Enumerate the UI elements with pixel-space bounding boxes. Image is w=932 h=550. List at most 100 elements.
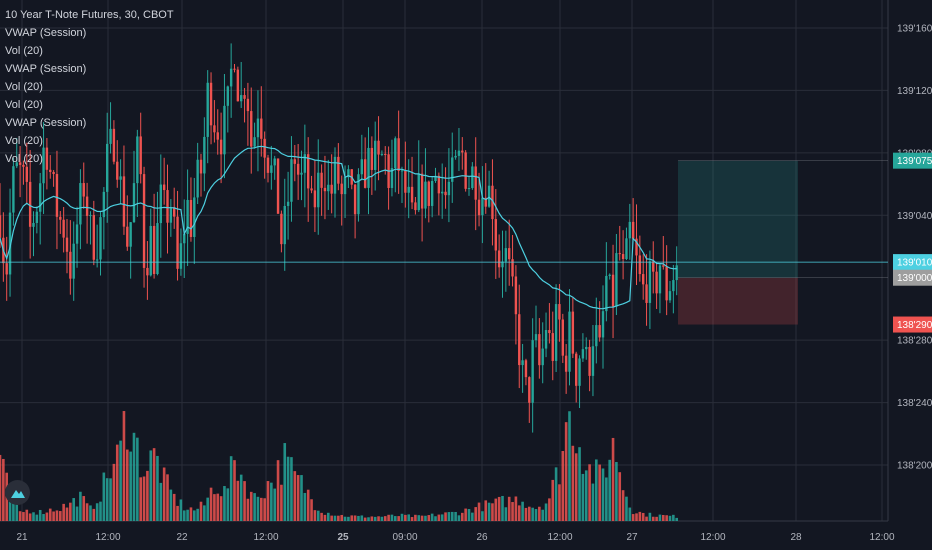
indicator-label[interactable]: Vol (20) xyxy=(5,81,43,93)
candle-body xyxy=(554,304,558,361)
volume-bar xyxy=(330,515,333,521)
candle-body xyxy=(169,207,173,223)
volume-bar xyxy=(447,512,451,521)
candle-body xyxy=(531,340,534,403)
indicator-label[interactable]: Vol (20) xyxy=(5,135,43,147)
candle-body xyxy=(226,86,229,106)
candle-body xyxy=(132,183,136,223)
candle-body xyxy=(501,261,504,268)
indicator-label[interactable]: Vol (20) xyxy=(5,45,43,57)
candle-body xyxy=(662,265,665,267)
indicator-label[interactable]: Vol (20) xyxy=(5,99,43,111)
volume-bar xyxy=(126,449,129,521)
volume-bar xyxy=(45,512,49,521)
volume-bar xyxy=(675,517,678,521)
volume-bar xyxy=(2,458,5,521)
candle-body xyxy=(407,186,410,193)
volume-bar xyxy=(149,450,153,521)
candle-body xyxy=(273,158,276,166)
candle-body xyxy=(497,250,501,268)
candle-body xyxy=(82,183,85,197)
candle-body xyxy=(420,173,424,209)
volume-bar xyxy=(454,511,457,521)
indicator-label[interactable]: VWAP (Session) xyxy=(5,63,87,75)
volume-bar xyxy=(444,512,447,521)
volume-bar xyxy=(263,498,266,521)
candle-body xyxy=(129,222,132,247)
volume-bar xyxy=(102,472,106,521)
candle-body xyxy=(35,211,39,223)
profit-zone xyxy=(678,160,798,278)
time-tick-label: 26 xyxy=(476,532,488,543)
candle-body xyxy=(511,259,514,277)
price-tick-label: 139'120 xyxy=(897,86,932,97)
candle-body xyxy=(59,216,62,220)
volume-bar xyxy=(112,463,116,521)
volume-bar xyxy=(216,493,220,521)
candle-body xyxy=(337,156,340,184)
volume-bar xyxy=(62,503,65,521)
candle-body xyxy=(672,280,675,292)
candle-body xyxy=(648,261,652,303)
volume-bar xyxy=(266,481,270,521)
volume-bar xyxy=(477,502,481,521)
tradingview-logo-icon[interactable] xyxy=(5,480,30,505)
candle-body xyxy=(313,190,317,208)
volume-bar xyxy=(424,515,427,521)
volume-bar xyxy=(427,515,431,521)
candle-body xyxy=(5,263,8,275)
candle-body xyxy=(611,274,615,307)
volume-bar xyxy=(628,507,632,521)
volume-bar xyxy=(638,511,642,521)
time-tick-label: 21 xyxy=(16,532,28,543)
indicator-label[interactable]: VWAP (Session) xyxy=(5,117,87,129)
candle-body xyxy=(541,348,544,366)
volume-bar xyxy=(327,512,330,521)
candle-body xyxy=(139,136,142,175)
volume-bar xyxy=(290,457,293,521)
volume-bar xyxy=(343,516,347,521)
time-axis[interactable]: 21 12:00 22 12:00 25 09:00 26 12:00 27 12:00 28 12:… xyxy=(16,532,895,543)
candle-body xyxy=(99,217,102,260)
volume-bar xyxy=(595,459,598,521)
volume-bar xyxy=(450,511,454,521)
candle-body xyxy=(260,118,263,139)
candle-body xyxy=(461,150,464,153)
candle-body xyxy=(149,225,152,276)
candle-body xyxy=(430,181,434,206)
candle-body xyxy=(293,159,296,164)
volume-bar xyxy=(457,515,461,521)
volume-bar xyxy=(491,503,494,521)
candle-body xyxy=(508,248,511,260)
volume-bar xyxy=(303,492,307,521)
volume-bar xyxy=(18,511,22,521)
volume-bar xyxy=(109,478,112,521)
volume-bar xyxy=(310,499,313,521)
time-tick-label: 25 xyxy=(337,532,349,543)
volume-bar xyxy=(189,507,193,521)
volume-bar xyxy=(410,517,414,521)
candle-body xyxy=(628,221,631,239)
candle-body xyxy=(538,334,541,366)
indicator-label[interactable]: Vol (20) xyxy=(5,153,43,165)
volume-bar xyxy=(658,514,662,521)
volume-bar xyxy=(156,455,159,521)
long-position-tool[interactable] xyxy=(678,160,888,325)
candle-body xyxy=(571,311,575,354)
candle-body xyxy=(213,125,216,133)
indicator-label[interactable]: VWAP (Session) xyxy=(5,27,87,39)
candle-body xyxy=(544,330,548,349)
candle-body xyxy=(601,311,605,338)
symbol-title: 10 Year T-Note Futures, 30, CBOT xyxy=(5,9,174,21)
volume-bar xyxy=(507,496,511,521)
candle-body xyxy=(504,248,508,262)
volume-bar xyxy=(598,464,601,521)
price-axis[interactable]: 139'160139'120139'080139'040138'280138'2… xyxy=(897,24,932,472)
candle-body xyxy=(608,274,611,276)
candle-body xyxy=(424,181,427,209)
candle-body xyxy=(534,334,538,341)
volume-bar xyxy=(179,499,183,521)
candle-body xyxy=(548,330,551,334)
candle-body xyxy=(668,291,672,301)
